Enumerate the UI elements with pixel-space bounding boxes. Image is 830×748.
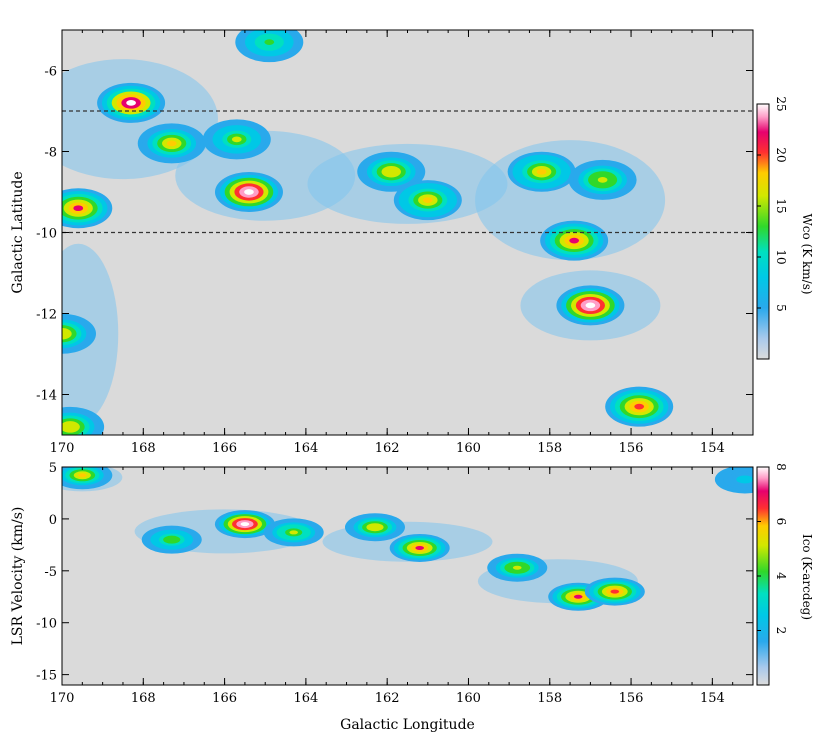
- wco-colorbar: 5 10 15 20 25 Wco (K km/s): [756, 96, 814, 360]
- y-tick-label: -14: [36, 389, 57, 404]
- x-tick-label: 164: [293, 441, 318, 456]
- wco-cloud: [62, 313, 96, 354]
- colorbar-tick-label: 6: [774, 518, 788, 526]
- ico-cloud: [214, 510, 275, 539]
- y-tick-label: -15: [36, 669, 57, 684]
- colorbar-tick-label: 15: [774, 198, 788, 213]
- velocity-map-background: [62, 467, 753, 685]
- wco-cloud: [62, 406, 105, 435]
- ico-cloud: [487, 553, 548, 582]
- colorbar-tick-label: 2: [774, 627, 788, 635]
- y-tick-label: -10: [36, 617, 57, 632]
- x-tick-label: 168: [131, 441, 156, 456]
- x-tick-label: 156: [619, 441, 644, 456]
- wco-colorbar-gradient: [756, 103, 770, 360]
- latitude-map-ticks: 170 168 166 164 162 160 158 156 154 -6 -8 -10 -12 -14: [36, 30, 754, 456]
- x-tick-label: 164: [293, 691, 318, 706]
- y-tick-label: 0: [49, 513, 57, 528]
- latitude-axis-label: Galactic Latitude: [10, 171, 26, 293]
- colorbar-tick-label: 4: [774, 572, 788, 580]
- y-tick-label: 5: [49, 461, 57, 476]
- wco-cloud: [605, 386, 674, 427]
- longitude-axis-label: Galactic Longitude: [340, 717, 475, 733]
- ico-cloud: [141, 525, 202, 554]
- y-tick-label: -6: [44, 65, 57, 80]
- velocity-map-panel: 170 168 166 164 162 160 158 156 154 5 0 -5 -10 -15 LS…: [10, 461, 754, 733]
- wco-cloud: [568, 159, 637, 200]
- velocity-map-ticks: 170 168 166 164 162 160 158 156 154 5 0 -5 -10 -15: [36, 461, 754, 706]
- x-tick-label: 154: [700, 441, 725, 456]
- wco-cloud: [357, 151, 426, 192]
- x-tick-label: 156: [619, 691, 644, 706]
- x-tick-label: 160: [456, 441, 481, 456]
- y-tick-label: -5: [44, 565, 57, 580]
- x-tick-label: 162: [375, 441, 400, 456]
- wco-cloud: [214, 172, 283, 212]
- velocity-map-emission: [62, 467, 753, 611]
- latitude-map-panel: 170 168 166 164 162 160 158 156 154 -6 -8 -10 -12 -14…: [10, 29, 754, 456]
- wco-cloud: [97, 82, 166, 123]
- x-tick-label: 170: [50, 441, 75, 456]
- ico-cloud: [344, 513, 405, 542]
- velocity-axis-label: LSR Velocity (km/s): [10, 507, 26, 646]
- wco-cloud: [62, 188, 113, 229]
- x-tick-label: 154: [700, 691, 725, 706]
- ico-cloud: [263, 518, 324, 547]
- wco-cloud: [393, 180, 462, 221]
- ico-colorbar-label: Ico (K-arcdeg): [800, 534, 814, 620]
- wco-colorbar-ticks: 5 10 15 20 25: [757, 96, 788, 312]
- wco-cloud: [137, 123, 206, 164]
- wco-cloud: [540, 220, 609, 261]
- x-tick-label: 158: [537, 691, 562, 706]
- colorbar-tick-label: 5: [774, 304, 788, 312]
- colorbar-tick-label: 25: [774, 96, 788, 111]
- ico-cloud: [584, 577, 645, 606]
- colorbar-tick-label: 8: [774, 463, 788, 471]
- y-tick-label: -10: [36, 227, 57, 242]
- ico-colorbar-ticks: 2 4 6 8: [757, 463, 788, 634]
- reference-lines: [62, 110, 753, 234]
- wco-colorbar-label: Wco (K km/s): [800, 213, 814, 294]
- x-tick-label: 166: [212, 441, 237, 456]
- latitude-map-emission: [62, 30, 674, 435]
- colorbar-tick-label: 10: [774, 249, 788, 264]
- ico-cloud: [62, 467, 113, 490]
- x-tick-label: 166: [212, 691, 237, 706]
- ico-cloud: [714, 467, 753, 494]
- colorbar-tick-label: 20: [774, 147, 788, 162]
- y-tick-label: -12: [36, 308, 57, 323]
- y-tick-label: -8: [44, 146, 57, 161]
- wco-cloud: [235, 30, 304, 63]
- wco-cloud: [202, 119, 271, 160]
- x-tick-label: 158: [537, 441, 562, 456]
- wco-cloud: [507, 151, 576, 192]
- x-tick-label: 168: [131, 691, 156, 706]
- ico-cloud: [389, 533, 450, 562]
- x-tick-label: 162: [375, 691, 400, 706]
- wco-cloud: [556, 285, 625, 326]
- x-tick-label: 160: [456, 691, 481, 706]
- x-tick-label: 170: [50, 691, 75, 706]
- ico-colorbar: 2 4 6 8 Ico (K-arcdeg): [756, 463, 814, 686]
